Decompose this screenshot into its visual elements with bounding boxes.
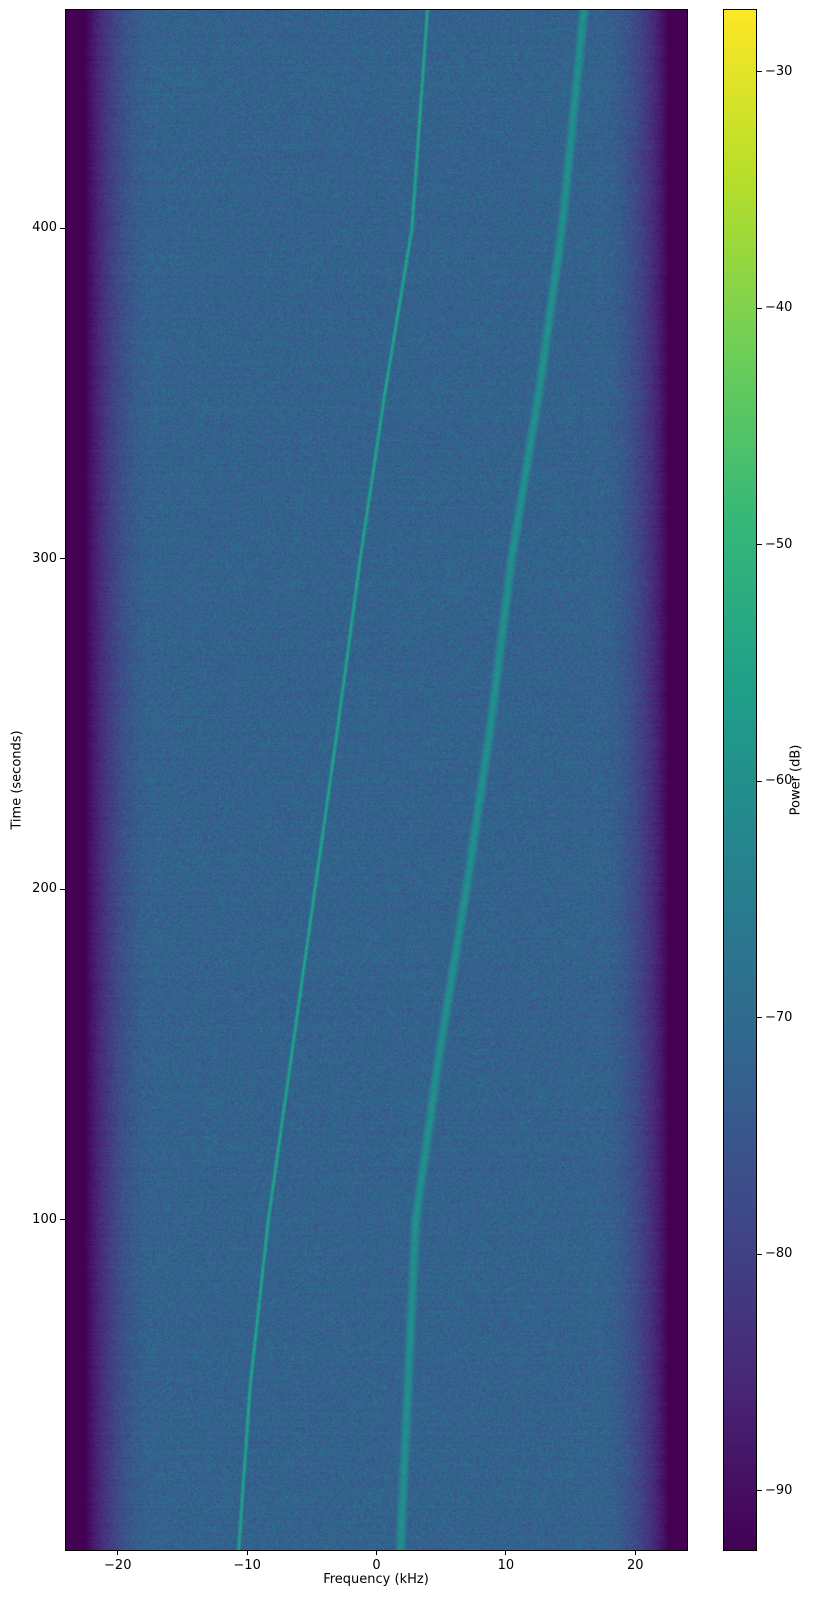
x-tick bbox=[117, 1550, 119, 1555]
y-tick bbox=[60, 558, 65, 560]
colorbar bbox=[724, 10, 756, 1550]
y-tick bbox=[60, 227, 65, 229]
y-axis-label: Time (seconds) bbox=[9, 730, 25, 830]
x-tick bbox=[246, 1550, 248, 1555]
x-tick bbox=[505, 1550, 507, 1555]
colorbar-tick-label: −80 bbox=[765, 1246, 793, 1262]
x-tick bbox=[634, 1550, 636, 1555]
colorbar-tick bbox=[757, 780, 762, 782]
colorbar-label: Power (dB) bbox=[788, 744, 804, 816]
colorbar-tick-label: −70 bbox=[765, 1009, 793, 1025]
y-tick bbox=[60, 1219, 65, 1221]
x-tick-label: 0 bbox=[372, 1558, 381, 1573]
colorbar-tick-label: −60 bbox=[765, 773, 793, 789]
colorbar-tick bbox=[757, 1017, 762, 1019]
x-tick-label: −20 bbox=[104, 1558, 132, 1573]
y-tick bbox=[60, 888, 65, 890]
signal-track-1 bbox=[238, 10, 427, 1550]
y-tick-label: 200 bbox=[32, 881, 57, 897]
y-tick-label: 400 bbox=[32, 220, 57, 236]
x-tick-label: −10 bbox=[233, 1558, 261, 1573]
colorbar-tick-label: −50 bbox=[765, 536, 793, 552]
y-tick-label: 100 bbox=[32, 1211, 57, 1227]
colorbar-tick bbox=[757, 1490, 762, 1492]
signal-track-2 bbox=[400, 10, 584, 1550]
colorbar-tick-label: −40 bbox=[765, 300, 793, 316]
colorbar-tick-label: −90 bbox=[765, 1482, 793, 1498]
colorbar-tick bbox=[757, 71, 762, 72]
colorbar-tick-label: −30 bbox=[765, 63, 793, 79]
colorbar-frame bbox=[723, 9, 757, 1551]
spectrogram-plot-area bbox=[66, 10, 687, 1550]
colorbar-tick bbox=[757, 307, 762, 309]
x-axis-label: Frequency (kHz) bbox=[323, 1572, 429, 1587]
x-tick-label: 10 bbox=[497, 1558, 515, 1573]
y-tick-label: 300 bbox=[32, 550, 57, 566]
x-tick-label: 20 bbox=[626, 1558, 644, 1573]
colorbar-tick bbox=[757, 544, 762, 546]
spectrogram-heatmap bbox=[66, 10, 687, 1550]
colorbar-tick bbox=[757, 1253, 762, 1255]
signal-tracks bbox=[66, 10, 687, 1550]
x-tick bbox=[376, 1550, 377, 1555]
